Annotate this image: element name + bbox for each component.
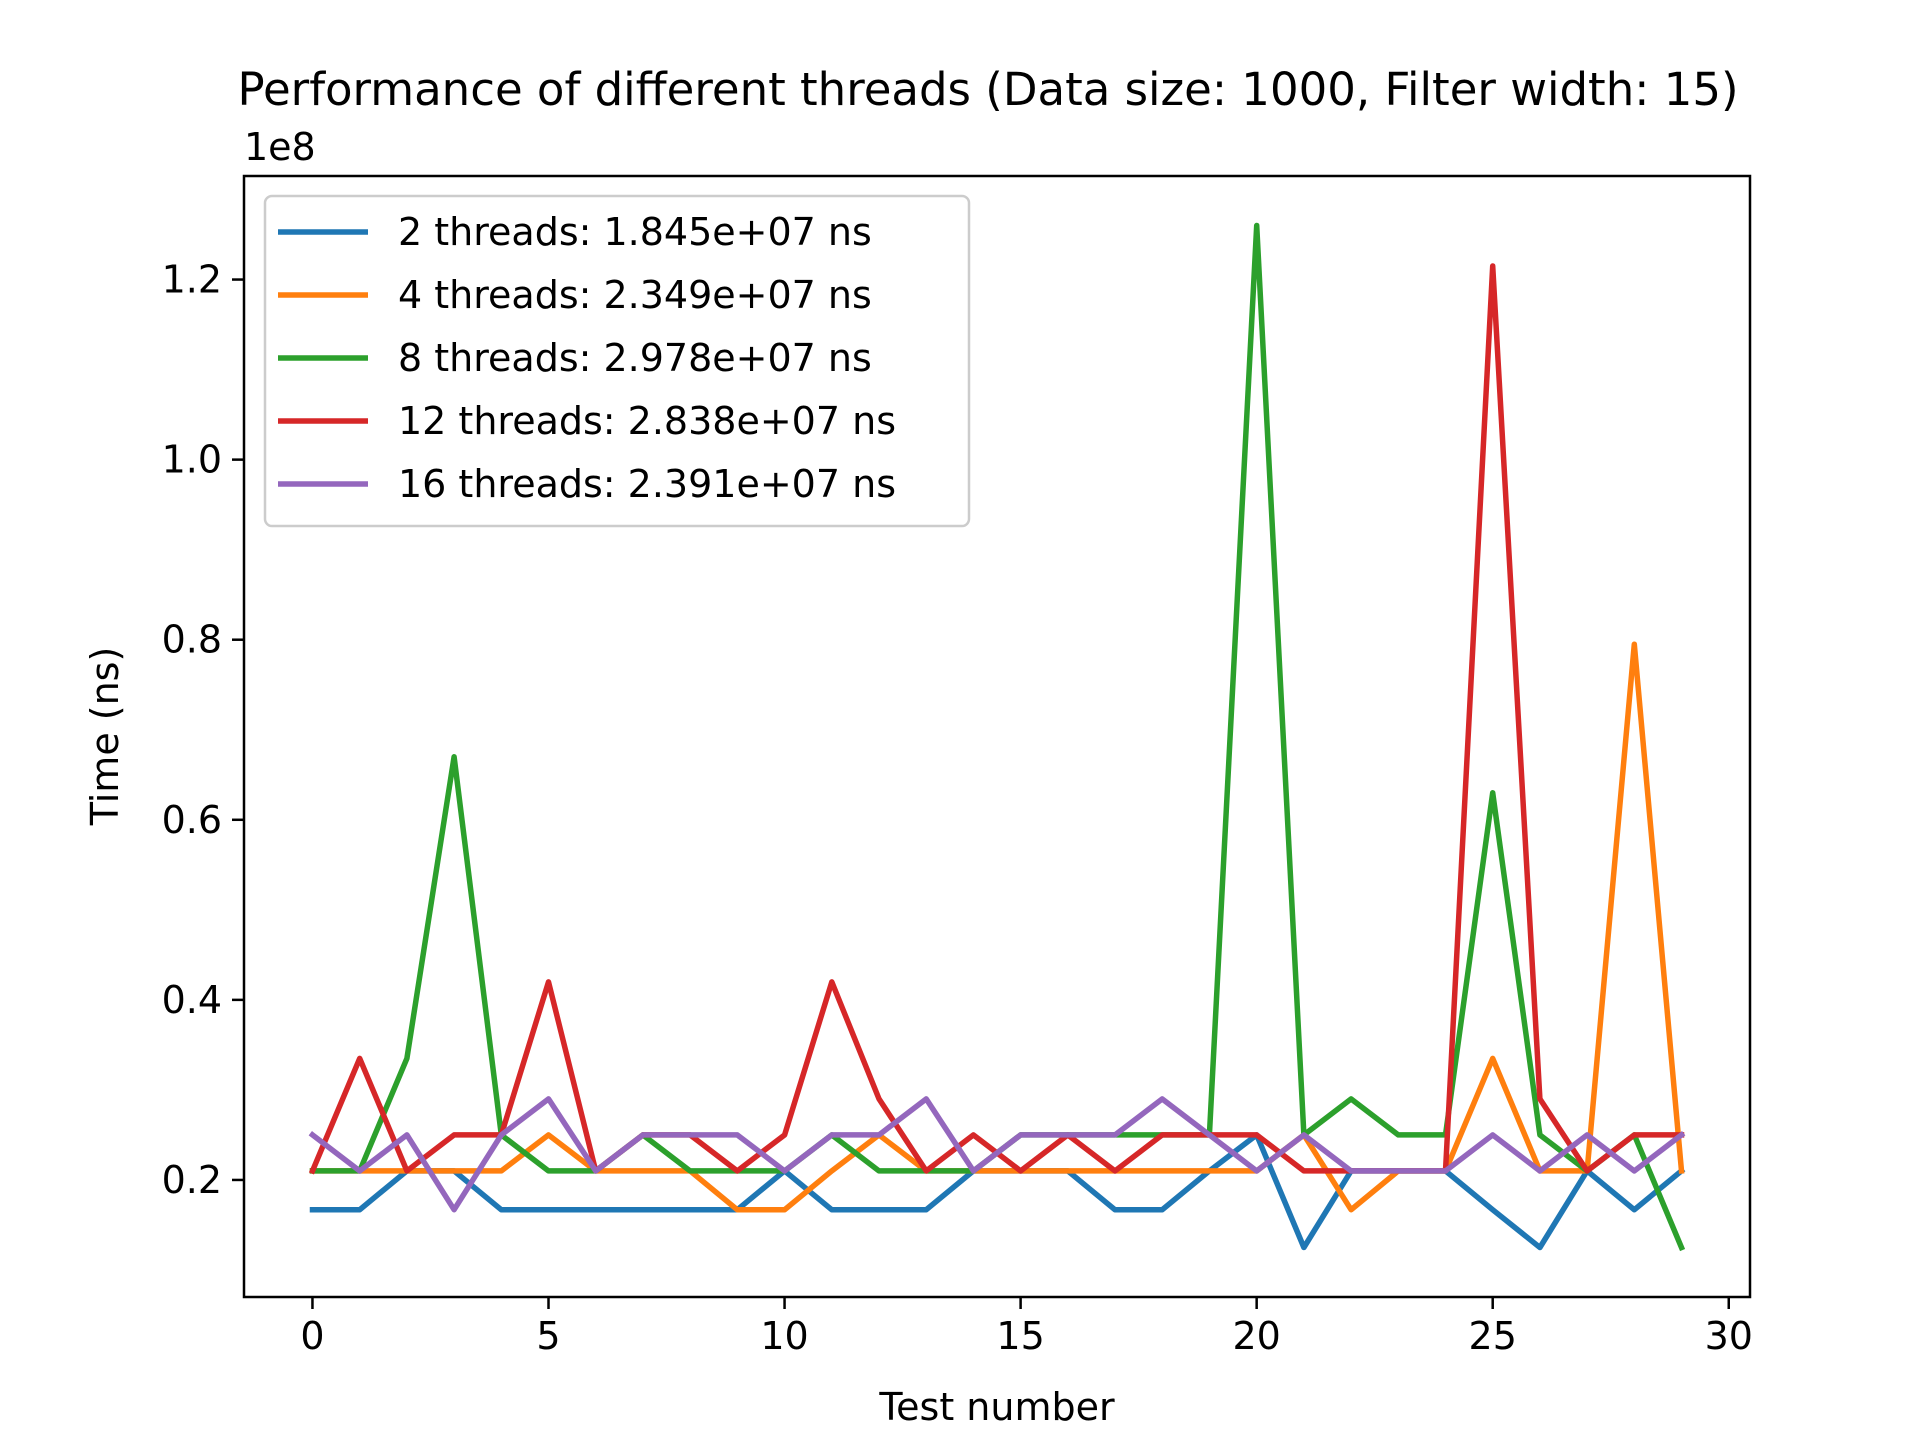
plot-area-frame <box>242 174 1752 1299</box>
legend-label: 2 threads: 1.845e+07 ns <box>398 210 872 254</box>
y-axis-offset-label: 1e8 <box>244 125 316 169</box>
y-tick-label: 1.2 <box>162 258 222 302</box>
y-axis: 0.2 0.4 0.6 0.8 1.0 1.2 <box>162 258 244 1202</box>
y-tick-label: 0.6 <box>162 798 222 842</box>
legend-entries: 2 threads: 1.845e+07 ns 4 threads: 2.349e… <box>278 210 896 506</box>
x-tick-label: 25 <box>1469 1314 1517 1358</box>
y-axis-label: Time (ns) <box>83 647 127 827</box>
series-layer <box>308 222 1686 1252</box>
x-tick-label: 15 <box>996 1314 1044 1358</box>
legend-label: 8 threads: 2.978e+07 ns <box>398 336 872 380</box>
series-line-5 <box>308 1096 1686 1213</box>
x-tick-label: 5 <box>536 1314 560 1358</box>
legend-label: 12 threads: 2.838e+07 ns <box>398 399 896 443</box>
series-line-2 <box>309 641 1685 1213</box>
legend-label: 4 threads: 2.349e+07 ns <box>398 273 872 317</box>
y-tick-label: 1.0 <box>162 438 222 482</box>
x-axis-label: Test number <box>878 1385 1115 1429</box>
x-tick-label: 30 <box>1705 1314 1753 1358</box>
legend: 2 threads: 1.845e+07 ns 4 threads: 2.349e… <box>263 194 971 528</box>
x-tick-label: 0 <box>300 1314 324 1358</box>
chart-title: Performance of different threads (Data s… <box>237 63 1738 116</box>
y-tick-label: 0.2 <box>162 1158 222 1202</box>
x-tick-label: 10 <box>760 1314 808 1358</box>
y-tick-label: 0.8 <box>162 618 222 662</box>
y-tick-label: 0.4 <box>162 978 222 1022</box>
legend-box <box>263 194 971 528</box>
x-axis: 0 5 10 15 20 25 30 <box>300 1297 1753 1358</box>
legend-label: 16 threads: 2.391e+07 ns <box>398 462 896 506</box>
x-tick-label: 20 <box>1232 1314 1280 1358</box>
